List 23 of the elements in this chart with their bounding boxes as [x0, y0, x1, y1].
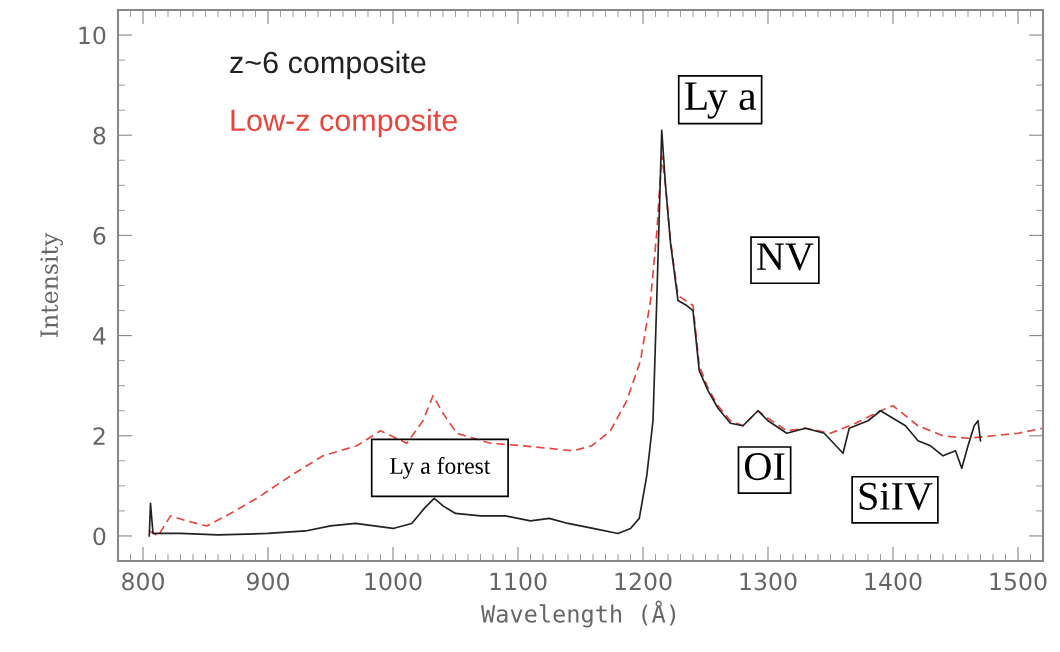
- y-axis-title: Intensity: [40, 232, 63, 338]
- annotation: SiIV: [859, 482, 933, 511]
- x-tick-label: 900: [246, 572, 289, 591]
- annotation: NV: [756, 243, 814, 271]
- y-tick-label: 10: [79, 26, 106, 45]
- x-tick-label: 1100: [490, 572, 547, 591]
- x-axis-title: Wavelength (Å): [481, 600, 676, 628]
- y-tick-label: 8: [93, 126, 106, 145]
- annotation: OI: [744, 453, 785, 481]
- x-tick-label: 800: [122, 572, 164, 591]
- y-tick-label: 0: [93, 527, 106, 546]
- x-tick-label: 1200: [615, 572, 672, 591]
- x-tick-label: 1300: [740, 572, 797, 591]
- text: Low-z composite: [231, 108, 457, 138]
- annotation: Ly a forest: [390, 457, 491, 479]
- x-tick-label: 1500: [990, 572, 1047, 591]
- y-tick-label: 4: [93, 327, 106, 345]
- y-tick-label: 6: [93, 226, 106, 245]
- annotation: Ly a: [684, 82, 757, 119]
- y-tick-label: 2: [93, 427, 105, 445]
- x-tick-label: 1400: [865, 572, 922, 591]
- text: z~6 composite: [230, 50, 426, 80]
- x-tick-label: 1000: [365, 572, 422, 591]
